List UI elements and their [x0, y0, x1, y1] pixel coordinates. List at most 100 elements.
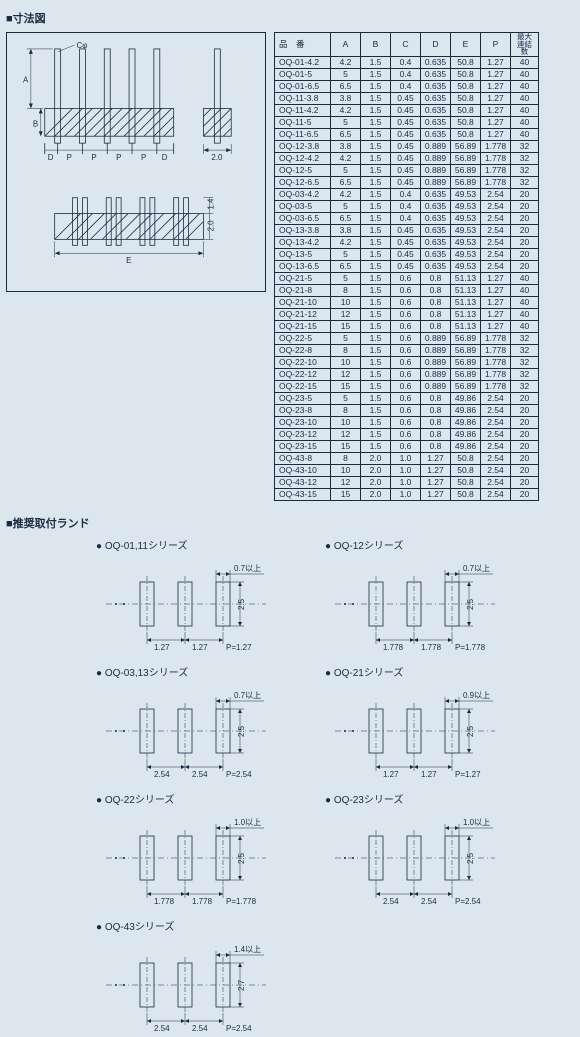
table-cell: OQ-13-6.5 — [275, 260, 331, 272]
table-cell: OQ-03-5 — [275, 200, 331, 212]
table-cell: 2.54 — [481, 188, 511, 200]
table-row: OQ-12-4.24.21.50.450.88956.891.77832 — [275, 152, 539, 164]
table-cell: 1.778 — [481, 332, 511, 344]
svg-text:1.4: 1.4 — [206, 198, 215, 210]
table-cell: 0.8 — [421, 440, 451, 452]
land-pattern-item: OQ-01,11シリーズ 0.7以上 2.5 1.27 1.27 P=1. — [96, 537, 295, 656]
table-cell: 20 — [511, 200, 539, 212]
table-row: OQ-43-15152.01.01.2750.82.5420 — [275, 488, 539, 500]
table-cell: 1.0 — [391, 452, 421, 464]
table-cell: 0.889 — [421, 152, 451, 164]
table-cell: OQ-12-6.5 — [275, 176, 331, 188]
svg-text:2.54: 2.54 — [154, 770, 170, 779]
table-cell: 1.5 — [361, 272, 391, 284]
table-cell: 2.54 — [481, 428, 511, 440]
table-cell: 20 — [511, 476, 539, 488]
table-cell: OQ-43-12 — [275, 476, 331, 488]
table-cell: 1.5 — [361, 212, 391, 224]
svg-text:1.778: 1.778 — [192, 897, 213, 906]
table-cell: 40 — [511, 56, 539, 68]
table-cell: 1.27 — [481, 128, 511, 140]
table-cell: 20 — [511, 212, 539, 224]
table-row: OQ-22-15151.50.60.88956.891.77832 — [275, 380, 539, 392]
table-cell: 1.27 — [421, 488, 451, 500]
table-cell: 1.5 — [361, 200, 391, 212]
table-cell: 1.5 — [361, 404, 391, 416]
table-cell: 1.27 — [481, 320, 511, 332]
table-cell: OQ-21-10 — [275, 296, 331, 308]
table-cell: 32 — [511, 140, 539, 152]
svg-text:1.0以上: 1.0以上 — [234, 818, 261, 827]
table-row: OQ-23-12121.50.60.849.862.5420 — [275, 428, 539, 440]
svg-text:2.54: 2.54 — [192, 770, 208, 779]
svg-text:1.778: 1.778 — [154, 897, 175, 906]
table-cell: 5 — [331, 272, 361, 284]
svg-text:2.7: 2.7 — [237, 979, 246, 991]
table-cell: 0.635 — [421, 116, 451, 128]
table-cell: 0.6 — [391, 368, 421, 380]
table-cell: 5 — [331, 392, 361, 404]
svg-text:1.778: 1.778 — [383, 643, 404, 652]
table-cell: 20 — [511, 248, 539, 260]
svg-text:0.7以上: 0.7以上 — [234, 564, 261, 573]
table-cell: 40 — [511, 308, 539, 320]
table-cell: 4.2 — [331, 188, 361, 200]
land-pattern-item: OQ-22シリーズ 1.0以上 2.5 1.778 1.778 P=1.7 — [96, 791, 295, 910]
table-cell: 32 — [511, 368, 539, 380]
table-cell: 1.5 — [361, 56, 391, 68]
table-cell: OQ-01-6.5 — [275, 80, 331, 92]
svg-text:1.27: 1.27 — [421, 770, 437, 779]
table-cell: 0.4 — [391, 68, 421, 80]
table-cell: OQ-11-4.2 — [275, 104, 331, 116]
land-title: OQ-21シリーズ — [325, 664, 524, 679]
table-row: OQ-03-6.56.51.50.40.63549.532.5420 — [275, 212, 539, 224]
svg-text:2.5: 2.5 — [466, 598, 475, 610]
table-cell: OQ-21-15 — [275, 320, 331, 332]
svg-text:P: P — [141, 153, 146, 162]
svg-text:2.54: 2.54 — [154, 1024, 170, 1033]
table-cell: 0.6 — [391, 296, 421, 308]
table-cell: 0.45 — [391, 128, 421, 140]
svg-text:2.5: 2.5 — [237, 852, 246, 864]
table-cell: 20 — [511, 404, 539, 416]
land-title: OQ-22シリーズ — [96, 791, 295, 806]
table-cell: 1.5 — [361, 224, 391, 236]
table-cell: 0.635 — [421, 56, 451, 68]
land-title: OQ-12シリーズ — [325, 537, 524, 552]
table-cell: OQ-21-8 — [275, 284, 331, 296]
table-cell: 6.5 — [331, 128, 361, 140]
table-cell: 0.6 — [391, 320, 421, 332]
svg-text:0.9以上: 0.9以上 — [463, 691, 490, 700]
table-cell: OQ-12-4.2 — [275, 152, 331, 164]
dimension-section-title: ■寸法図 — [6, 10, 574, 26]
table-cell: 1.5 — [361, 260, 391, 272]
table-cell: 56.89 — [451, 140, 481, 152]
table-cell: OQ-11-3.8 — [275, 92, 331, 104]
table-cell: 8 — [331, 404, 361, 416]
table-cell: 5 — [331, 332, 361, 344]
table-cell: 32 — [511, 176, 539, 188]
table-cell: 0.4 — [391, 80, 421, 92]
table-cell: 20 — [511, 236, 539, 248]
table-row: OQ-11-551.50.450.63550.81.2740 — [275, 116, 539, 128]
table-cell: 1.5 — [361, 356, 391, 368]
table-cell: 2.54 — [481, 440, 511, 452]
table-cell: 50.8 — [451, 128, 481, 140]
table-cell: 2.54 — [481, 476, 511, 488]
table-cell: 1.27 — [481, 296, 511, 308]
table-cell: 12 — [331, 308, 361, 320]
table-cell: 0.6 — [391, 332, 421, 344]
table-cell: 6.5 — [331, 176, 361, 188]
table-cell: 10 — [331, 296, 361, 308]
table-cell: OQ-12-3.8 — [275, 140, 331, 152]
table-row: OQ-01-4.24.21.50.40.63550.81.2740 — [275, 56, 539, 68]
table-cell: 0.889 — [421, 332, 451, 344]
table-row: OQ-22-10101.50.60.88956.891.77832 — [275, 356, 539, 368]
table-cell: 4.2 — [331, 236, 361, 248]
col-max: 最大 連結数 — [511, 33, 539, 57]
svg-text:P: P — [91, 153, 96, 162]
table-cell: 1.5 — [361, 440, 391, 452]
table-cell: OQ-13-4.2 — [275, 236, 331, 248]
table-cell: 20 — [511, 488, 539, 500]
col-c: C — [391, 33, 421, 57]
